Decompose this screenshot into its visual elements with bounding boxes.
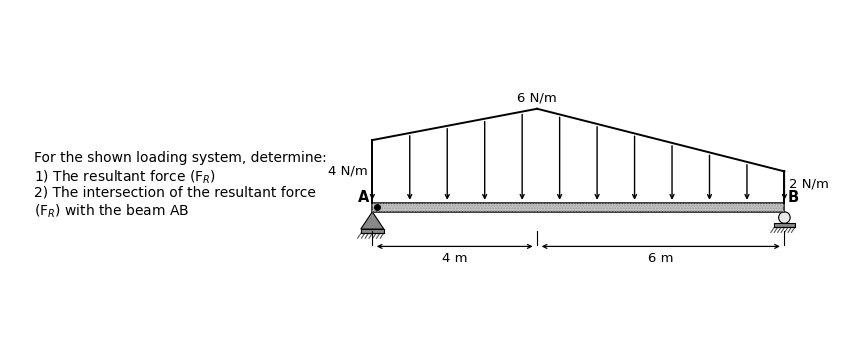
Text: 6 N/m: 6 N/m xyxy=(517,91,557,105)
Text: 6 m: 6 m xyxy=(648,252,673,265)
Polygon shape xyxy=(361,229,384,233)
Polygon shape xyxy=(774,223,795,227)
Polygon shape xyxy=(360,212,384,229)
Circle shape xyxy=(778,212,790,223)
Text: 2) The intersection of the resultant force: 2) The intersection of the resultant for… xyxy=(34,186,316,200)
Text: (F$_R$) with the beam AB: (F$_R$) with the beam AB xyxy=(34,203,190,220)
Text: B: B xyxy=(788,190,799,205)
Text: A: A xyxy=(358,190,369,205)
Text: 2 N/m: 2 N/m xyxy=(789,177,829,190)
Polygon shape xyxy=(372,203,784,212)
Text: 4 N/m: 4 N/m xyxy=(328,165,367,178)
Text: For the shown loading system, determine:: For the shown loading system, determine: xyxy=(34,151,327,165)
Text: 4 m: 4 m xyxy=(442,252,468,265)
Text: 1) The resultant force (F$_R$): 1) The resultant force (F$_R$) xyxy=(34,168,217,186)
